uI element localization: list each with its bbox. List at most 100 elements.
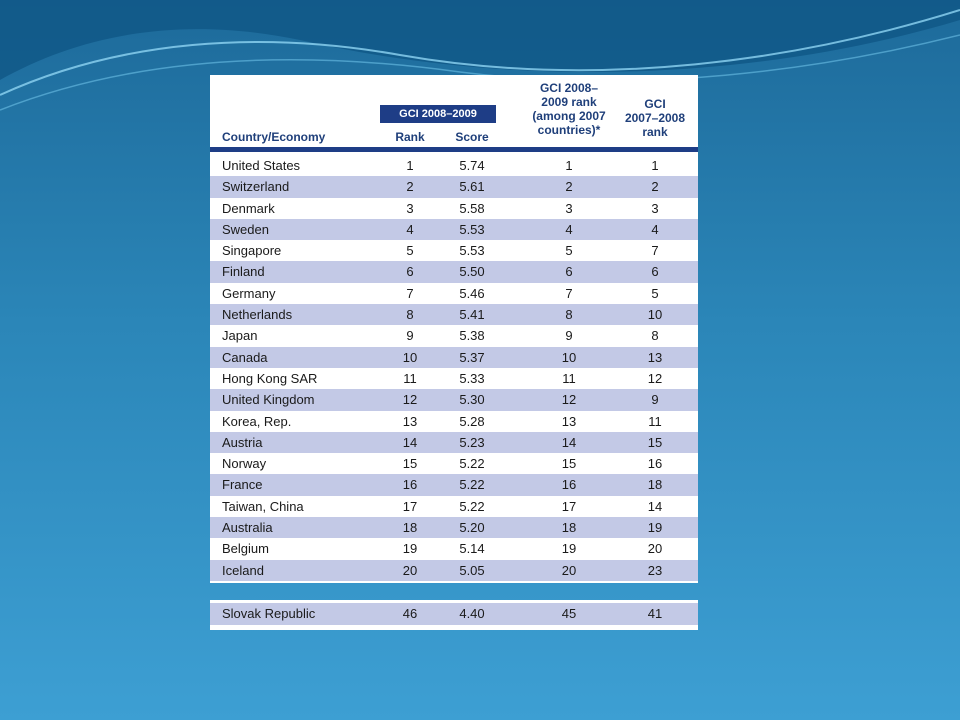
cell-rank: 4 [406, 221, 414, 237]
cell-gci-0708-rank: 12 [647, 370, 663, 386]
header-line: 2009 rank [541, 95, 597, 109]
header-country: Country/Economy [222, 130, 326, 144]
cell-gci-0708-rank: 9 [651, 392, 659, 408]
gci-2008-2009-banner: GCI 2008–2009 [380, 105, 496, 123]
table-row: Singapore 5 5.53 5 7 [210, 240, 698, 261]
cell-gci-0708-rank: 15 [647, 434, 663, 450]
background-swoosh [0, 0, 960, 111]
cell-rank: 5 [406, 243, 414, 259]
cell-country: Iceland [222, 562, 264, 578]
table-row: Denmark 3 5.58 3 3 [210, 198, 698, 219]
cell-country: Germany [222, 285, 276, 301]
cell-score: 5.41 [459, 307, 485, 323]
cell-rank: 20 [402, 562, 418, 578]
cell-score: 5.23 [459, 434, 485, 450]
cell-gci-0809-rank: 10 [561, 349, 577, 365]
table-header: GCI 2008–2009 Country/Economy Rank Score… [210, 75, 698, 152]
cell-score: 5.05 [459, 562, 485, 578]
cell-gci-0809-rank: 45 [561, 606, 577, 621]
cell-score: 5.53 [459, 221, 485, 237]
cell-rank: 46 [402, 606, 418, 621]
cell-score: 5.46 [459, 285, 485, 301]
cell-score: 5.61 [459, 179, 485, 195]
cell-rank: 2 [406, 179, 414, 195]
cell-gci-0809-rank: 9 [565, 328, 573, 344]
cell-country: Taiwan, China [222, 498, 304, 514]
cell-gci-0809-rank: 13 [561, 413, 577, 429]
cell-country: Sweden [222, 221, 269, 237]
cell-gci-0809-rank: 19 [561, 541, 577, 557]
cell-score: 5.37 [459, 349, 485, 365]
cell-score: 5.20 [459, 520, 485, 536]
cell-score: 5.50 [459, 264, 485, 280]
cell-gci-0809-rank: 8 [565, 307, 573, 323]
cell-gci-0809-rank: 11 [562, 370, 576, 386]
gci-ranking-table: GCI 2008–2009 Country/Economy Rank Score… [210, 75, 698, 583]
cell-gci-0708-rank: 11 [648, 413, 662, 429]
cell-score: 5.22 [459, 477, 485, 493]
cell-gci-0809-rank: 20 [561, 562, 577, 578]
table-body: United States 1 5.74 1 1 Switzerland 2 5.61 2 2 De… [210, 155, 698, 581]
cell-country: Norway [222, 456, 267, 472]
cell-rank: 19 [402, 541, 418, 557]
cell-country: Belgium [222, 541, 269, 557]
cell-gci-0809-rank: 1 [565, 158, 573, 173]
cell-gci-0809-rank: 14 [561, 434, 577, 450]
cell-gci-0708-rank: 5 [651, 285, 659, 301]
cell-rank: 8 [406, 307, 414, 323]
cell-rank: 13 [402, 413, 418, 429]
cell-gci-0809-rank: 16 [561, 477, 577, 493]
cell-gci-0708-rank: 1 [651, 158, 659, 173]
cell-gci-0809-rank: 18 [561, 520, 577, 536]
cell-rank: 7 [406, 285, 414, 301]
cell-rank: 17 [402, 498, 418, 514]
header-line: countries)* [537, 123, 601, 137]
table-row: United States 1 5.74 1 1 [210, 155, 698, 176]
cell-gci-0708-rank: 3 [651, 200, 659, 216]
cell-country: Denmark [222, 200, 275, 216]
cell-gci-0809-rank: 7 [565, 285, 573, 301]
cell-country: Finland [222, 264, 265, 280]
table-row: Norway 15 5.22 15 16 [210, 453, 698, 474]
cell-score: 5.28 [459, 413, 485, 429]
cell-gci-0809-rank: 3 [565, 200, 573, 216]
cell-gci-0708-rank: 19 [647, 520, 663, 536]
cell-country: Australia [222, 520, 273, 536]
cell-gci-0708-rank: 16 [647, 456, 663, 472]
cell-rank: 3 [406, 200, 414, 216]
header-rank: Rank [395, 130, 425, 144]
cell-country: Korea, Rep. [222, 413, 292, 429]
table-row: United Kingdom 12 5.30 12 9 [210, 389, 698, 411]
cell-rank: 11 [403, 370, 417, 386]
cell-gci-0708-rank: 6 [651, 264, 659, 280]
table-row: Netherlands 8 5.41 8 10 [210, 304, 698, 326]
table-row: Slovak Republic 46 4.40 45 41 [210, 603, 698, 625]
table-row: Korea, Rep. 13 5.28 13 11 [210, 411, 698, 432]
cell-gci-0708-rank: 2 [651, 179, 659, 195]
cell-gci-0809-rank: 4 [565, 221, 573, 237]
cell-rank: 9 [406, 328, 414, 344]
table-row: Belgium 19 5.14 19 20 [210, 538, 698, 559]
cell-country: Canada [222, 349, 268, 365]
header-line: (among 2007 [532, 109, 606, 123]
cell-score: 5.33 [459, 370, 485, 386]
cell-score: 5.22 [459, 498, 485, 514]
cell-rank: 10 [402, 349, 418, 365]
cell-score: 5.22 [459, 456, 485, 472]
cell-gci-0708-rank: 7 [651, 243, 659, 259]
cell-score: 5.38 [459, 328, 485, 344]
cell-rank: 15 [402, 456, 418, 472]
cell-gci-0708-rank: 20 [647, 541, 663, 557]
cell-score: 5.74 [459, 158, 485, 173]
table-row: Taiwan, China 17 5.22 17 14 [210, 496, 698, 517]
table-row: Japan 9 5.38 9 8 [210, 325, 698, 346]
header-score: Score [455, 130, 489, 144]
header-rule [210, 147, 698, 152]
cell-gci-0708-rank: 10 [647, 307, 663, 323]
cell-gci-0809-rank: 12 [561, 392, 577, 408]
cell-score: 4.40 [459, 606, 485, 621]
header-line: 2007–2008 [624, 111, 686, 125]
table-row: Iceland 20 5.05 20 23 [210, 559, 698, 581]
cell-gci-0708-rank: 13 [647, 349, 663, 365]
cell-gci-0708-rank: 14 [647, 498, 663, 514]
